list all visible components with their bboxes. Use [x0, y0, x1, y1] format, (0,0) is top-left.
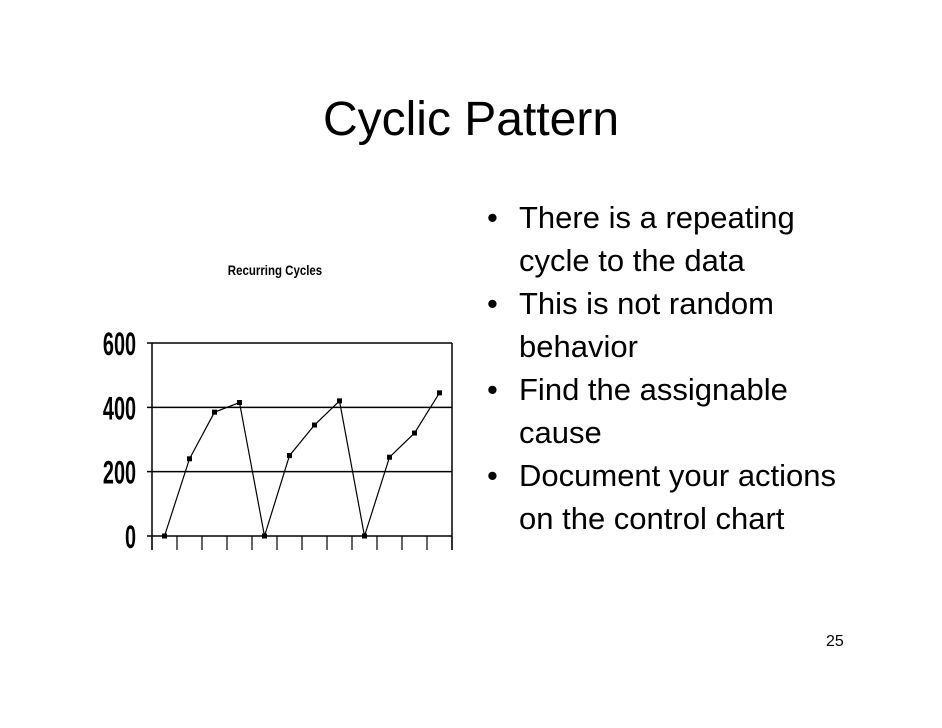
data-point: [187, 456, 192, 462]
bullet-item: • There is a repeating cycle to the data: [484, 196, 864, 282]
y-tick-label: 200: [103, 455, 136, 491]
data-point: [287, 453, 292, 459]
y-tick-label: 600: [103, 326, 136, 362]
bullet-text: Document your actions on the control cha…: [519, 458, 837, 536]
y-tick-label: 0: [125, 519, 136, 555]
y-tick-label: 400: [103, 390, 136, 426]
data-point: [312, 422, 317, 428]
bullet-item: • This is not random behavior: [484, 282, 864, 368]
data-point: [437, 390, 442, 396]
bullet-list: • There is a repeating cycle to the data …: [484, 196, 864, 540]
bullet-text: There is a repeating cycle to the data: [519, 200, 795, 278]
bullet-text: This is not random behavior: [519, 286, 774, 364]
data-point: [212, 409, 217, 415]
bullet-dot-icon: •: [487, 458, 498, 493]
bullet-dot-icon: •: [487, 372, 498, 407]
slide-title: Cyclic Pattern: [322, 93, 620, 146]
data-point: [337, 398, 342, 404]
data-point: [362, 533, 367, 539]
chart-svg: Recurring Cycles 0 200 400 600: [103, 262, 453, 555]
chart: Recurring Cycles 0 200 400 600: [90, 255, 460, 560]
data-point: [412, 430, 417, 436]
chart-title: Recurring Cycles: [228, 262, 322, 278]
data-point: [237, 400, 242, 406]
data-point: [262, 533, 267, 539]
data-point: [162, 533, 167, 539]
bullet-item: • Find the assignable cause: [484, 368, 864, 454]
bullet-text: Find the assignable cause: [519, 372, 788, 450]
series-line: [163, 392, 441, 537]
bullet-item: • Document your actions on the control ch…: [484, 454, 864, 540]
bullet-dot-icon: •: [487, 286, 498, 321]
bullet-dot-icon: •: [487, 200, 498, 235]
page-number: 25: [826, 633, 844, 650]
data-point: [387, 454, 392, 460]
